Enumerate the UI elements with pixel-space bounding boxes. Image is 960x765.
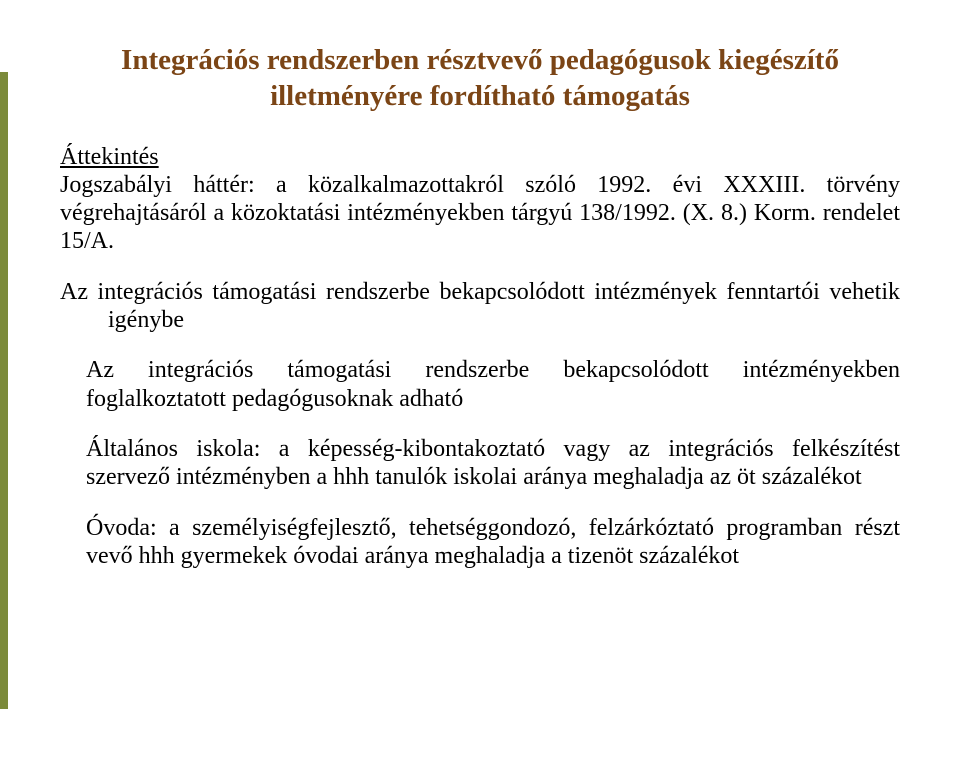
bullet-item-2: Általános iskola: a képesség-kibontakozt… bbox=[60, 435, 900, 492]
bullet-item-3-text: Óvoda: a személyiségfejlesztő, tehetségg… bbox=[86, 515, 900, 569]
bullet-lead: Az integrációs támogatási rendszerbe bek… bbox=[60, 278, 900, 335]
bullet-item-1-text: Az integrációs támogatási rendszerbe bek… bbox=[86, 357, 900, 411]
title-line-1: Integrációs rendszerben résztvevő pedagó… bbox=[121, 44, 839, 76]
bullet-item-3: Óvoda: a személyiségfejlesztő, tehetségg… bbox=[60, 514, 900, 571]
title-line-2: illetményére fordítható támogatás bbox=[270, 80, 690, 112]
slide-title: Integrációs rendszerben résztvevő pedagó… bbox=[60, 42, 900, 115]
bullet-lead-text: Az integrációs támogatási rendszerbe bek… bbox=[60, 279, 900, 333]
overview-paragraph: Jogszabályi háttér: a közalkalmazottakró… bbox=[60, 172, 900, 255]
accent-bar bbox=[0, 72, 8, 709]
bullet-item-2-text: Általános iskola: a képesség-kibontakozt… bbox=[86, 436, 900, 490]
overview-block: Áttekintés Jogszabályi háttér: a közalka… bbox=[60, 143, 900, 256]
bullet-item-1: Az integrációs támogatási rendszerbe bek… bbox=[60, 356, 900, 413]
slide-content: Áttekintés Jogszabályi háttér: a közalka… bbox=[60, 143, 900, 571]
overview-label: Áttekintés bbox=[60, 144, 159, 170]
